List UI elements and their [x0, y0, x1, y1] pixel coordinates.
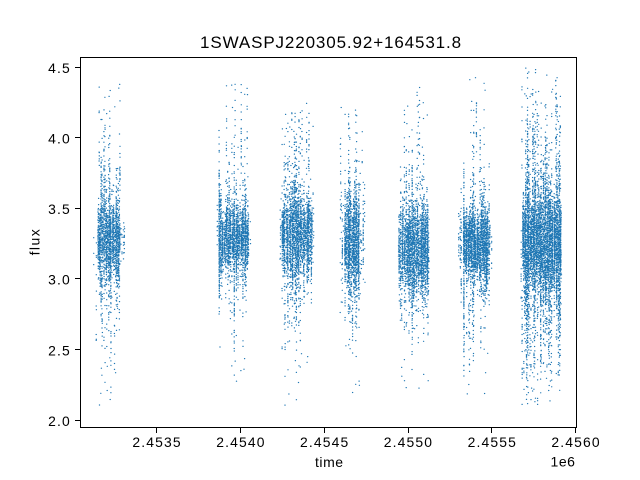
svg-text:2.4550: 2.4550	[384, 434, 433, 450]
svg-text:2.4540: 2.4540	[216, 434, 265, 450]
svg-text:4.0: 4.0	[48, 130, 71, 146]
svg-text:1e6: 1e6	[550, 453, 575, 469]
svg-text:time: time	[315, 454, 344, 470]
svg-text:2.0: 2.0	[48, 413, 71, 429]
svg-text:2.4535: 2.4535	[132, 434, 181, 450]
svg-text:3.0: 3.0	[48, 272, 71, 288]
svg-text:2.4555: 2.4555	[468, 434, 517, 450]
svg-text:2.4545: 2.4545	[300, 434, 349, 450]
svg-text:flux: flux	[26, 228, 42, 256]
svg-text:4.5: 4.5	[48, 60, 71, 76]
svg-text:2.4560: 2.4560	[551, 434, 600, 450]
svg-text:1SWASPJ220305.92+164531.8: 1SWASPJ220305.92+164531.8	[200, 33, 462, 52]
svg-text:2.5: 2.5	[48, 342, 71, 358]
svg-text:3.5: 3.5	[48, 201, 71, 217]
